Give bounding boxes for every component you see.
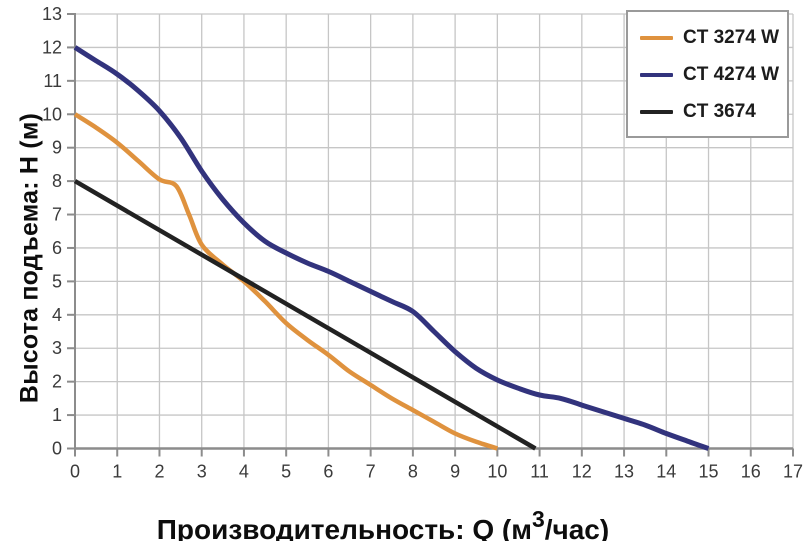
x-tick-label-15: 15: [699, 462, 719, 482]
x-tick-label-4: 4: [239, 462, 249, 482]
legend-label-ct-3274w: CT 3274 W: [683, 27, 780, 49]
x-tick-label-6: 6: [323, 462, 333, 482]
legend-item-ct-4274w: CT 4274 W: [640, 64, 787, 86]
legend-item-ct-3674: CT 3674: [640, 101, 787, 123]
y-tick-label-13: 13: [42, 4, 62, 24]
y-tick-label-10: 10: [42, 104, 62, 124]
curve-ct-3674: [73, 179, 537, 451]
x-tick-label-3: 3: [197, 462, 207, 482]
x-tick-label-8: 8: [408, 462, 418, 482]
y-tick-label-11: 11: [43, 71, 62, 91]
x-axis-title: Производительность: Q (м3/час): [156, 507, 610, 541]
x-tick-label-11: 11: [530, 462, 549, 482]
curve-ct-3274-w: [73, 112, 499, 451]
y-tick-label-3: 3: [52, 338, 62, 358]
legend-swatch-ct-3274w: [640, 36, 673, 41]
x-tick-label-13: 13: [614, 462, 634, 482]
x-tick-label-2: 2: [154, 462, 164, 482]
y-tick-label-5: 5: [52, 271, 62, 291]
legend-label-ct-4274w: CT 4274 W: [683, 63, 780, 85]
y-tick-label-4: 4: [52, 305, 62, 325]
legend-swatch-ct-3674: [640, 109, 673, 114]
y-tick-label-9: 9: [52, 138, 62, 158]
x-axis-title-text: Производительность: Q (м: [156, 514, 532, 541]
y-tick-label-2: 2: [52, 372, 62, 392]
x-tick-label-14: 14: [656, 462, 676, 482]
x-axis-title-superscript: 3: [531, 505, 545, 532]
curve-ct-4274-w: [73, 45, 710, 451]
y-tick-label-6: 6: [52, 238, 62, 258]
x-tick-label-1: 1: [112, 462, 122, 482]
x-tick-label-0: 0: [70, 462, 80, 482]
y-tick-label-12: 12: [42, 37, 62, 57]
x-tick-label-10: 10: [487, 462, 507, 482]
x-tick-label-9: 9: [450, 462, 460, 482]
y-tick-label-0: 0: [52, 439, 62, 459]
legend: CT 3274 W CT 4274 W CT 3674: [626, 10, 789, 138]
legend-swatch-ct-4274w: [640, 72, 673, 77]
x-tick-label-17: 17: [783, 462, 803, 482]
y-tick-label-7: 7: [52, 205, 62, 225]
x-tick-label-16: 16: [741, 462, 761, 482]
y-tick-label-1: 1: [52, 405, 62, 425]
y-tick-label-8: 8: [52, 171, 62, 191]
legend-item-ct-3274w: CT 3274 W: [640, 27, 787, 49]
x-tick-label-7: 7: [366, 462, 376, 482]
x-axis-title-unit: /час): [544, 514, 610, 541]
x-tick-label-12: 12: [572, 462, 592, 482]
legend-label-ct-3674: CT 3674: [683, 100, 756, 122]
x-tick-label-5: 5: [281, 462, 291, 482]
y-axis-title: Высота подъема: H (м): [15, 112, 44, 404]
